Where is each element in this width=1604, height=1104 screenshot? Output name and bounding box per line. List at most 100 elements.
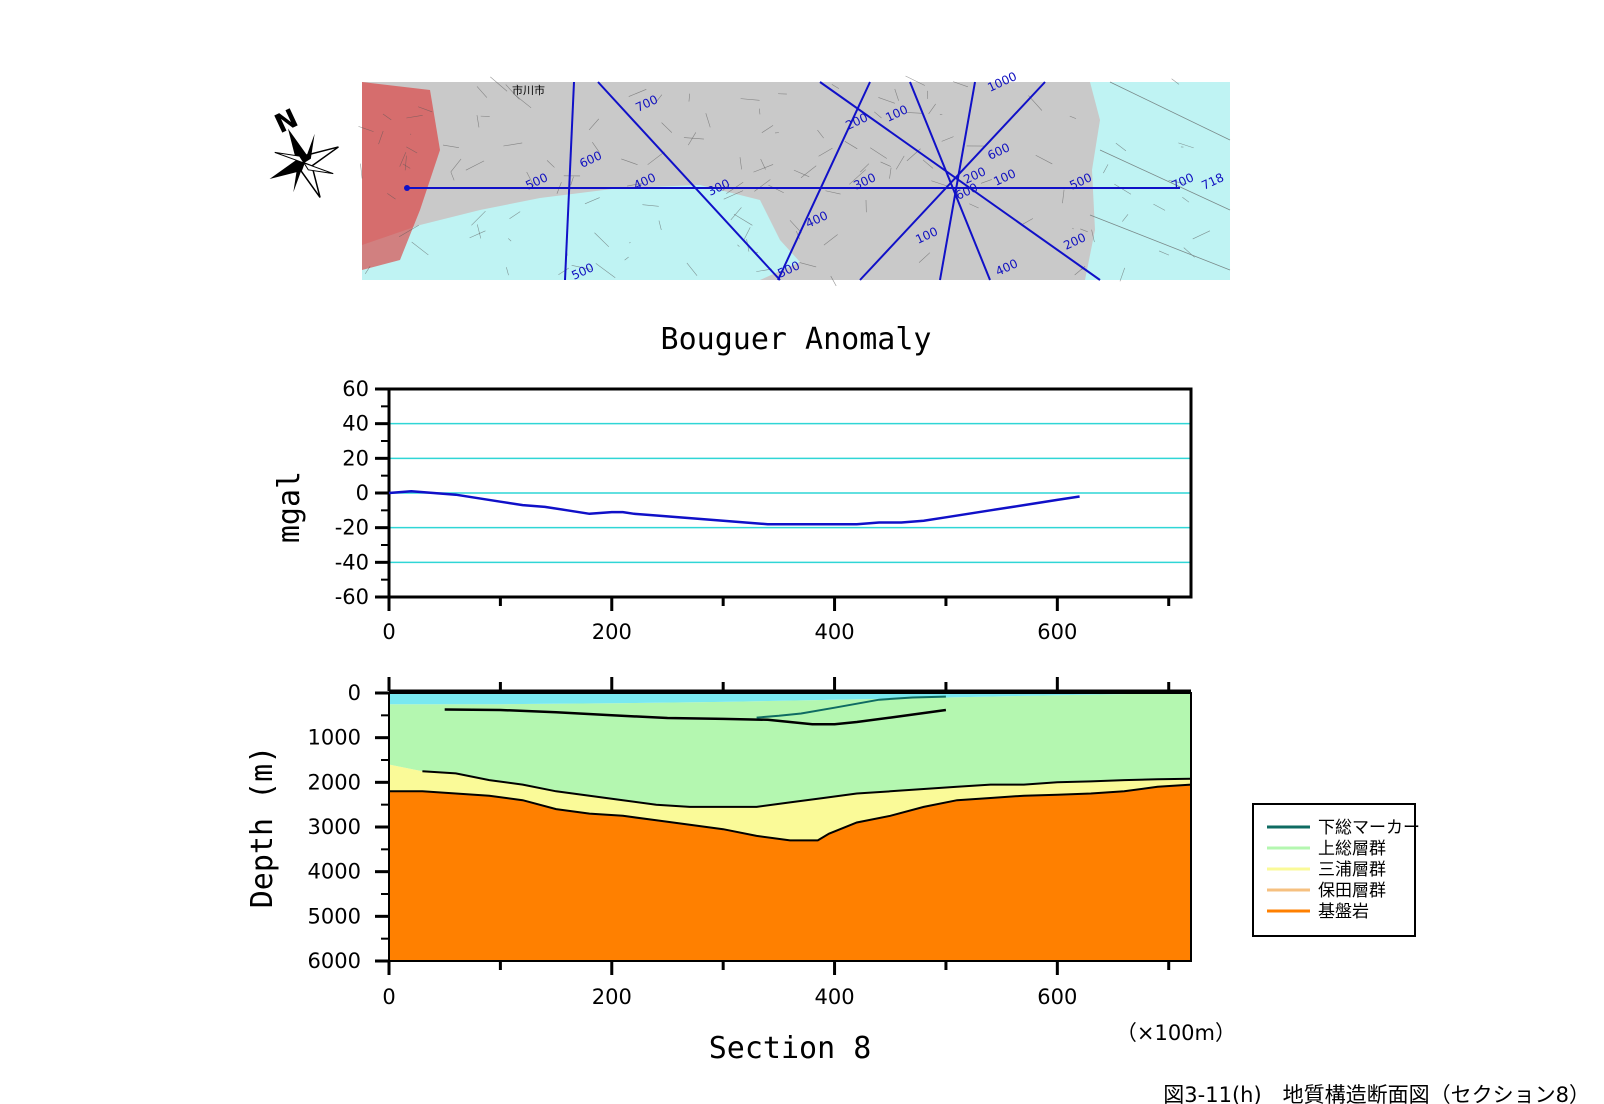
map-road bbox=[730, 207, 742, 221]
survey-lines bbox=[405, 81, 1180, 281]
figure-caption: 図3-11(h) 地質構造断面図（セクション8） bbox=[1163, 1083, 1590, 1104]
survey-line-d bbox=[819, 81, 1101, 281]
map-sea-pacific bbox=[1085, 82, 1230, 280]
depth-x-tick-label: 600 bbox=[1037, 985, 1077, 1009]
map-road bbox=[490, 76, 508, 92]
map-road bbox=[849, 169, 866, 185]
map-road bbox=[411, 241, 429, 256]
map-road bbox=[571, 265, 592, 270]
map-road bbox=[1035, 154, 1053, 165]
map-road bbox=[364, 266, 371, 274]
kazusa-layer bbox=[389, 693, 1191, 807]
map-road bbox=[1119, 267, 1125, 282]
map-road bbox=[360, 163, 363, 179]
map-road bbox=[1153, 203, 1166, 211]
map-road bbox=[733, 213, 753, 226]
depth-y-tick-label: 6000 bbox=[308, 949, 361, 973]
depth-section-chart: 0 1000 2000 3000 4000 5000 6000 0 200 400 600 Dep… bbox=[245, 677, 1236, 1066]
map-road bbox=[1115, 142, 1127, 152]
map-road bbox=[931, 180, 948, 187]
map-road bbox=[980, 179, 992, 184]
north-arrow-icon: N bbox=[269, 104, 339, 198]
basement-top-boundary bbox=[389, 783, 1192, 842]
map-road bbox=[505, 84, 520, 100]
bouguer-y-axis-title: mgal bbox=[272, 471, 307, 543]
map-grid-line bbox=[1089, 214, 1231, 271]
map-road bbox=[761, 125, 774, 134]
map-road bbox=[642, 204, 659, 207]
legend-label: 三浦層群 bbox=[1318, 860, 1386, 880]
map-road bbox=[1114, 183, 1132, 195]
survey-line-e bbox=[939, 81, 976, 281]
bouguer-x-tick-label: 200 bbox=[592, 620, 632, 644]
map-road bbox=[509, 211, 521, 220]
map-road bbox=[818, 147, 833, 157]
sea-layer bbox=[389, 693, 1191, 705]
map-road bbox=[739, 157, 742, 170]
map-road bbox=[800, 165, 817, 178]
depth-y-tick-label: 1000 bbox=[308, 726, 361, 750]
shimousa-marker-line bbox=[756, 695, 946, 719]
bouguer-y-tick-label: 40 bbox=[342, 412, 369, 436]
depth-y-tick-label: 4000 bbox=[308, 860, 361, 884]
map-road bbox=[402, 163, 411, 169]
map-road bbox=[661, 122, 673, 133]
map-road bbox=[476, 86, 488, 98]
map-road bbox=[546, 160, 555, 168]
map-road bbox=[404, 155, 407, 171]
map-road bbox=[1158, 250, 1170, 256]
map-road bbox=[969, 203, 979, 209]
map-road bbox=[860, 163, 870, 173]
map-road bbox=[1103, 164, 1109, 174]
map-road bbox=[1020, 218, 1034, 226]
map-road bbox=[743, 227, 751, 241]
survey-line-a bbox=[564, 81, 575, 281]
map-road bbox=[1171, 78, 1180, 85]
map-road bbox=[1091, 229, 1095, 243]
bouguer-title: Bouguer Anomaly bbox=[661, 322, 932, 357]
map-place-label: 市川市 bbox=[512, 83, 545, 97]
map-road bbox=[918, 252, 931, 263]
bouguer-y-tick-label: -20 bbox=[335, 516, 369, 540]
map-road bbox=[844, 141, 858, 150]
map-road bbox=[688, 93, 691, 102]
bouguer-y-tick-label: 0 bbox=[356, 481, 369, 505]
map-road bbox=[358, 126, 374, 132]
map-road bbox=[723, 190, 744, 200]
map-road bbox=[654, 94, 663, 105]
map-road bbox=[687, 132, 697, 146]
depth-x-tick-label: 200 bbox=[592, 985, 632, 1009]
map-road bbox=[588, 118, 600, 131]
map-road bbox=[906, 112, 923, 114]
legend-label: 下総マーカー bbox=[1318, 818, 1420, 838]
map-road bbox=[1062, 189, 1065, 204]
map-road bbox=[624, 256, 629, 261]
map-road bbox=[465, 160, 485, 171]
map-road bbox=[831, 84, 840, 89]
map-road bbox=[621, 158, 638, 165]
map-grid-line bbox=[1099, 149, 1231, 211]
map-road bbox=[526, 171, 535, 187]
legend-label: 基盤岩 bbox=[1318, 902, 1369, 922]
map-road bbox=[823, 234, 838, 246]
map-road bbox=[737, 244, 740, 247]
map-sea-bay bbox=[362, 185, 800, 280]
kazusa-internal-boundary bbox=[444, 708, 947, 726]
depth-layers bbox=[389, 693, 1192, 961]
depth-x-ticks: 0 200 400 600 bbox=[382, 677, 1171, 1009]
map-road bbox=[830, 275, 837, 287]
depth-x-tick-label: 400 bbox=[815, 985, 855, 1009]
basement-layer bbox=[389, 784, 1191, 961]
depth-y-ticks: 0 1000 2000 3000 4000 5000 6000 bbox=[308, 681, 389, 973]
map-road bbox=[592, 142, 600, 153]
depth-x-axis-title: Section 8 bbox=[709, 1031, 872, 1066]
depth-y-tick-label: 5000 bbox=[308, 904, 361, 928]
map-road bbox=[1080, 228, 1088, 233]
bouguer-y-tick-label: 20 bbox=[342, 446, 369, 470]
bouguer-y-ticks: 60 40 20 0 -20 -40 -60 bbox=[335, 377, 389, 609]
survey-line-b bbox=[597, 81, 781, 281]
map-road bbox=[922, 159, 934, 169]
